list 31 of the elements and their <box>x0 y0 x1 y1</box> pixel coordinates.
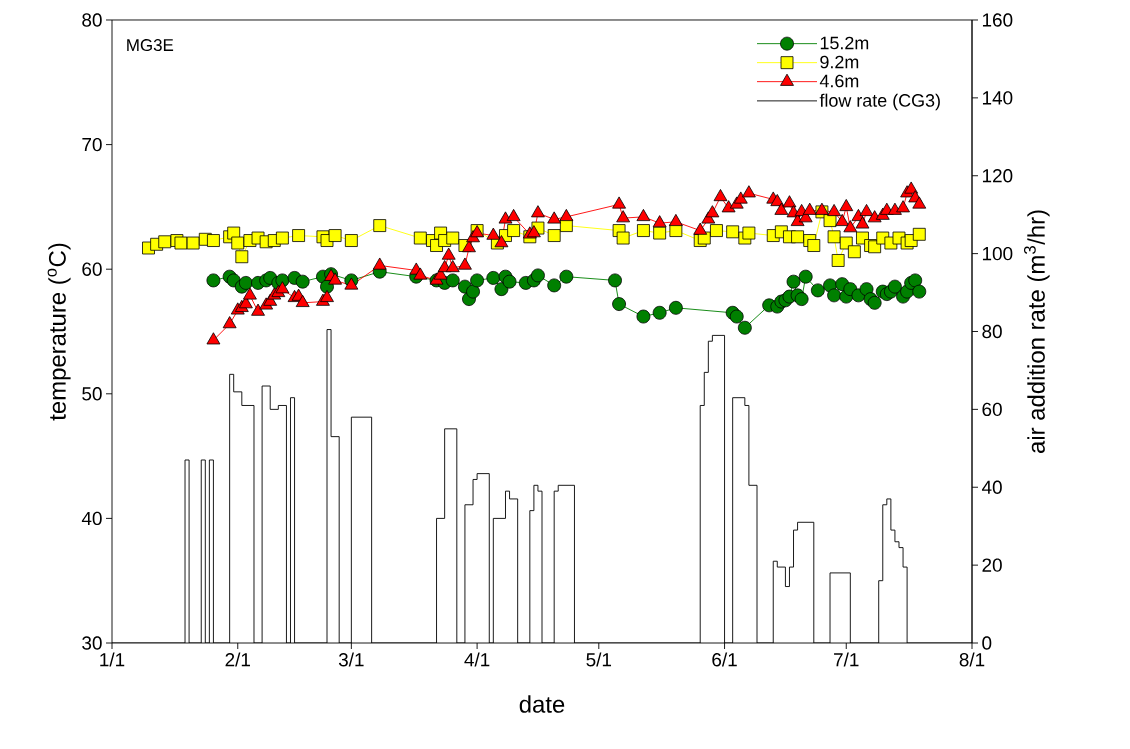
y2-tick-label: 160 <box>982 13 1013 27</box>
x-tick-label: 3/1 <box>338 652 364 667</box>
y-tick-label: 30 <box>82 636 102 650</box>
x-tick-label: 7/1 <box>834 652 859 667</box>
y-tick-label: 70 <box>82 137 102 152</box>
x-tick-label: 8/1 <box>959 652 985 667</box>
x-axis-title: date <box>519 695 565 713</box>
x-tick-label: 4/1 <box>464 652 490 667</box>
y2-tick-label: 60 <box>982 402 1002 417</box>
y-tick-label: 80 <box>82 13 102 27</box>
y2-axis-title: air addition rate (m$^{3}$/hr) <box>1023 210 1050 453</box>
y2-tick-label: 100 <box>982 246 1013 261</box>
y-tick-label: 40 <box>81 511 102 526</box>
legend-label: 9.2m <box>820 55 859 69</box>
y-tick-label: 50 <box>82 387 102 401</box>
x-tick-label: 5/1 <box>586 652 612 667</box>
y2-tick-label: 20 <box>982 558 1002 572</box>
y2-tick-label: 80 <box>982 324 1002 339</box>
x-tick-label: 2/1 <box>225 652 250 667</box>
y2-tick-label: 120 <box>982 169 1013 183</box>
legend-label: 4.6m <box>819 74 859 88</box>
y2-tick-label: 0 <box>982 636 992 650</box>
legend-label: flow rate (CG3) <box>819 93 940 111</box>
y-axis-title: temperature ($^{o}$C) <box>47 243 71 421</box>
x-tick-label: 6/1 <box>712 652 737 667</box>
y2-tick-label: 40 <box>981 480 1002 494</box>
legend-label: 15.2m <box>820 36 869 50</box>
y2-tick-label: 140 <box>982 91 1013 105</box>
x-tick-label: 1/1 <box>100 652 125 667</box>
y-tick-label: 60 <box>82 262 102 276</box>
annotation: MG3E <box>127 39 174 52</box>
